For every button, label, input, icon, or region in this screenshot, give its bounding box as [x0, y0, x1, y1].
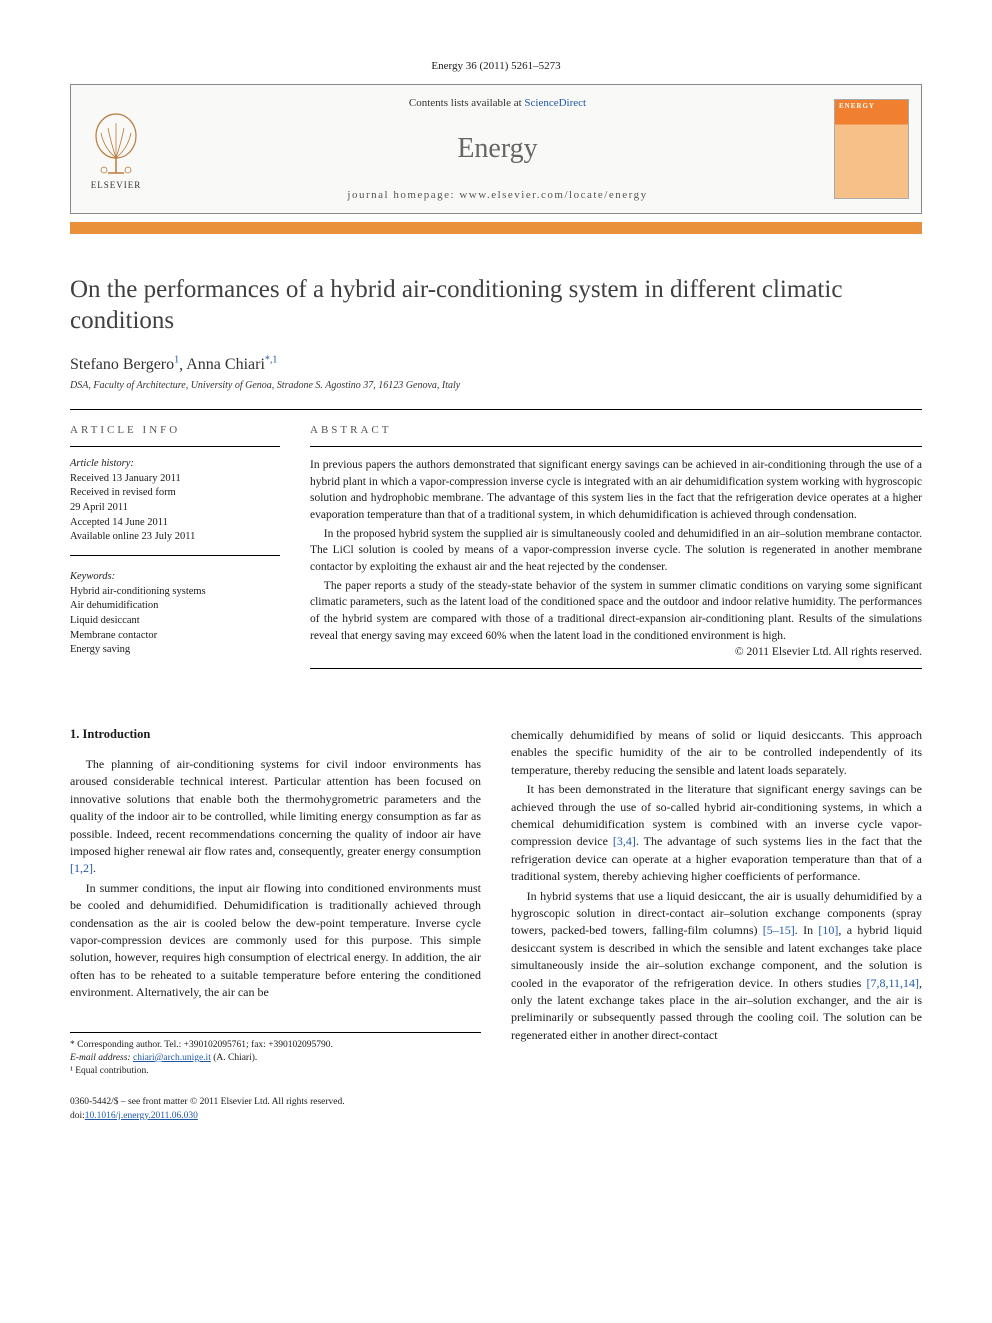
citation-ref[interactable]: [10]: [818, 923, 838, 937]
citation-ref[interactable]: [5–15]: [763, 923, 795, 937]
abstract-para: In the proposed hybrid system the suppli…: [310, 526, 922, 576]
contents-available: Contents lists available at ScienceDirec…: [161, 97, 834, 109]
history-item: 29 April 2011: [70, 501, 280, 516]
email-label: E-mail address:: [70, 1053, 131, 1063]
journal-title: Energy: [161, 133, 834, 165]
journal-cover-thumbnail: ENERGY: [834, 99, 909, 199]
body-columns: 1. Introduction The planning of air-cond…: [70, 727, 922, 1078]
equal-contribution: ¹ Equal contribution.: [70, 1065, 481, 1078]
abstract-para: The paper reports a study of the steady-…: [310, 578, 922, 645]
citation-line: Energy 36 (2011) 5261–5273: [70, 60, 922, 72]
author-email-link[interactable]: chiari@arch.unige.it: [133, 1053, 211, 1063]
body-para: chemically dehumidified by means of soli…: [511, 727, 922, 779]
body-text-right: chemically dehumidified by means of soli…: [511, 727, 922, 1044]
author-2: Anna Chiari*,1: [186, 356, 277, 373]
body-para: In hybrid systems that use a liquid desi…: [511, 888, 922, 1045]
keyword: Hybrid air-conditioning systems: [70, 585, 280, 600]
footnotes: * Corresponding author. Tel.: +390102095…: [70, 1032, 481, 1079]
body-para: It has been demonstrated in the literatu…: [511, 781, 922, 885]
affiliation: DSA, Faculty of Architecture, University…: [70, 380, 922, 391]
authors-line: Stefano Bergero1, Anna Chiari*,1: [70, 355, 922, 374]
history-item: Received 13 January 2011: [70, 472, 280, 487]
publisher-name: ELSEVIER: [91, 180, 142, 190]
keywords-block: Keywords: Hybrid air-conditioning system…: [70, 570, 280, 668]
homepage-url: www.elsevier.com/locate/energy: [459, 189, 647, 201]
keyword: Membrane contactor: [70, 629, 280, 644]
abstract-copyright: © 2011 Elsevier Ltd. All rights reserved…: [310, 646, 922, 658]
history-label: Article history:: [70, 457, 280, 472]
keyword: Energy saving: [70, 643, 280, 658]
author-1: Stefano Bergero1: [70, 356, 179, 373]
journal-header: ELSEVIER Contents lists available at Sci…: [70, 84, 922, 214]
history-item: Accepted 14 June 2011: [70, 516, 280, 531]
section-heading: 1. Introduction: [70, 727, 481, 742]
cover-title: ENERGY: [839, 102, 875, 110]
abstract-para: In previous papers the authors demonstra…: [310, 457, 922, 524]
keyword: Air dehumidification: [70, 599, 280, 614]
abstract-header: ABSTRACT: [310, 410, 922, 447]
article-title: On the performances of a hybrid air-cond…: [70, 274, 922, 337]
corresponding-author: * Corresponding author. Tel.: +390102095…: [70, 1039, 481, 1052]
page-footer: 0360-5442/$ – see front matter © 2011 El…: [70, 1096, 922, 1123]
publisher-logo: ELSEVIER: [71, 100, 161, 198]
email-attribution: (A. Chiari).: [213, 1053, 257, 1063]
keyword: Liquid desiccant: [70, 614, 280, 629]
sciencedirect-link[interactable]: ScienceDirect: [524, 97, 586, 109]
body-text-left: The planning of air-conditioning systems…: [70, 756, 481, 1001]
article-info-column: ARTICLE INFO Article history: Received 1…: [70, 410, 280, 682]
citation-ref[interactable]: [7,8,11,14]: [866, 976, 919, 990]
copyright-line: 0360-5442/$ – see front matter © 2011 El…: [70, 1096, 922, 1109]
contents-prefix: Contents lists available at: [409, 97, 524, 109]
body-para: The planning of air-conditioning systems…: [70, 756, 481, 878]
body-para: In summer conditions, the input air flow…: [70, 880, 481, 1002]
email-line: E-mail address: chiari@arch.unige.it (A.…: [70, 1052, 481, 1065]
journal-homepage: journal homepage: www.elsevier.com/locat…: [161, 189, 834, 201]
citation-ref[interactable]: [3,4]: [613, 834, 636, 848]
doi-link[interactable]: 10.1016/j.energy.2011.06.030: [85, 1111, 198, 1121]
left-column: 1. Introduction The planning of air-cond…: [70, 727, 481, 1078]
doi-prefix: doi:: [70, 1111, 85, 1121]
keywords-label: Keywords:: [70, 570, 280, 585]
accent-bar: [70, 222, 922, 234]
elsevier-tree-icon: [86, 108, 146, 178]
history-item: Available online 23 July 2011: [70, 530, 280, 545]
abstract-text: In previous papers the authors demonstra…: [310, 457, 922, 644]
abstract-column: ABSTRACT In previous papers the authors …: [310, 410, 922, 682]
doi-line: doi:10.1016/j.energy.2011.06.030: [70, 1110, 922, 1123]
right-column: chemically dehumidified by means of soli…: [511, 727, 922, 1078]
article-info-header: ARTICLE INFO: [70, 410, 280, 447]
history-item: Received in revised form: [70, 486, 280, 501]
homepage-prefix: journal homepage:: [347, 189, 459, 201]
article-history: Article history: Received 13 January 201…: [70, 457, 280, 556]
citation-ref[interactable]: [1,2]: [70, 861, 93, 875]
divider: [310, 668, 922, 669]
